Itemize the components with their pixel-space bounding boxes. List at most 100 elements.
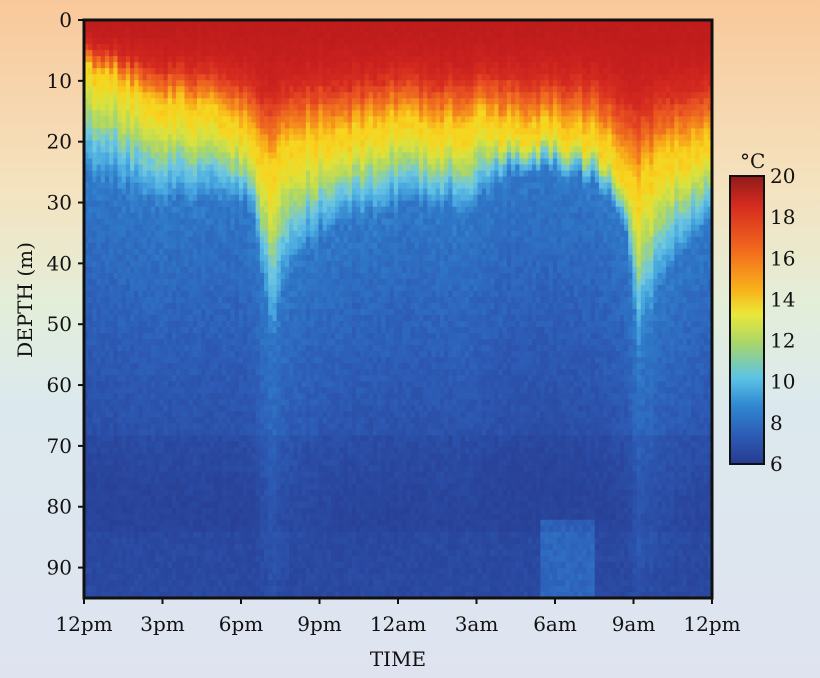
heatmap-cell bbox=[113, 525, 119, 533]
heatmap-cell bbox=[280, 537, 286, 545]
heatmap-cell bbox=[180, 110, 186, 117]
heatmap-cell bbox=[121, 80, 127, 87]
heatmap-cell bbox=[289, 411, 294, 418]
heatmap-cell bbox=[280, 441, 286, 449]
heatmap-cell bbox=[209, 290, 215, 298]
heatmap-cell bbox=[171, 471, 177, 479]
heatmap-cell bbox=[146, 513, 152, 521]
heatmap-cell bbox=[92, 104, 98, 111]
heatmap-cell bbox=[230, 327, 236, 334]
heatmap-cell bbox=[104, 152, 110, 160]
heatmap-cell bbox=[104, 417, 110, 424]
heatmap-cell bbox=[130, 176, 135, 184]
heatmap-cell bbox=[146, 50, 152, 57]
heatmap-cell bbox=[255, 158, 261, 166]
heatmap-cell bbox=[264, 333, 269, 340]
heatmap-cell bbox=[276, 116, 282, 123]
heatmap-cell bbox=[100, 134, 106, 142]
heatmap-cell bbox=[109, 543, 114, 551]
heatmap-cell bbox=[255, 321, 261, 328]
heatmap-cell bbox=[284, 260, 290, 268]
heatmap-cell bbox=[88, 296, 93, 304]
heatmap-cell bbox=[167, 164, 173, 172]
heatmap-cell bbox=[205, 519, 211, 527]
heatmap-cell bbox=[109, 375, 114, 382]
heatmap-cell bbox=[104, 321, 110, 328]
heatmap-cell bbox=[289, 447, 294, 455]
heatmap-cell bbox=[264, 20, 269, 27]
heatmap-cell bbox=[217, 194, 223, 202]
heatmap-cell bbox=[100, 423, 106, 431]
heatmap-cell bbox=[222, 116, 227, 123]
heatmap-cell bbox=[163, 531, 169, 539]
heatmap-cell bbox=[188, 86, 194, 93]
heatmap-cell bbox=[247, 345, 253, 352]
heatmap-column bbox=[268, 20, 273, 598]
heatmap-cell bbox=[268, 387, 273, 394]
heatmap-cell bbox=[100, 230, 106, 238]
heatmap-cell bbox=[125, 218, 131, 226]
heatmap-cell bbox=[150, 447, 156, 455]
heatmap-cell bbox=[264, 194, 269, 202]
heatmap-cell bbox=[234, 543, 240, 551]
heatmap-cell bbox=[142, 345, 148, 352]
heatmap-cell bbox=[222, 555, 227, 563]
heatmap-cell bbox=[251, 591, 257, 598]
heatmap-cell bbox=[217, 309, 223, 316]
heatmap-cell bbox=[188, 537, 194, 545]
heatmap-cell bbox=[84, 579, 89, 587]
heatmap-cell bbox=[104, 339, 110, 346]
heatmap-cell bbox=[104, 20, 110, 27]
heatmap-cell bbox=[280, 296, 286, 304]
heatmap-cell bbox=[155, 152, 160, 160]
heatmap-cell bbox=[167, 140, 173, 148]
heatmap-cell bbox=[255, 110, 261, 117]
heatmap-cell bbox=[230, 345, 236, 352]
heatmap-cell bbox=[146, 555, 152, 563]
heatmap-cell bbox=[92, 278, 98, 286]
heatmap-cell bbox=[205, 62, 211, 69]
heatmap-cell bbox=[226, 194, 232, 202]
heatmap-cell bbox=[92, 32, 98, 39]
heatmap-cell bbox=[243, 164, 248, 172]
heatmap-cell bbox=[109, 309, 114, 316]
heatmap-cell bbox=[142, 375, 148, 382]
heatmap-cell bbox=[238, 74, 244, 81]
heatmap-cell bbox=[146, 188, 152, 196]
heatmap-cell bbox=[171, 435, 177, 443]
heatmap-cell bbox=[150, 561, 156, 569]
heatmap-cell bbox=[197, 315, 202, 322]
heatmap-cell bbox=[226, 483, 232, 491]
heatmap-column bbox=[197, 20, 202, 598]
heatmap-cell bbox=[184, 242, 190, 250]
heatmap-cell bbox=[113, 26, 119, 33]
heatmap-cell bbox=[171, 357, 177, 364]
heatmap-cell bbox=[243, 236, 248, 244]
heatmap-cell bbox=[130, 495, 135, 503]
heatmap-cell bbox=[109, 188, 114, 196]
heatmap-cell bbox=[125, 495, 131, 503]
heatmap-cell bbox=[201, 248, 207, 256]
heatmap-cell bbox=[88, 369, 93, 376]
heatmap-cell bbox=[255, 116, 261, 123]
heatmap-cell bbox=[222, 579, 227, 587]
heatmap-cell bbox=[276, 435, 282, 443]
heatmap-cell bbox=[289, 200, 294, 208]
heatmap-cell bbox=[150, 158, 156, 166]
heatmap-cell bbox=[234, 519, 240, 527]
heatmap-cell bbox=[289, 495, 294, 503]
heatmap-cell bbox=[205, 315, 211, 322]
heatmap-cell bbox=[163, 56, 169, 63]
heatmap-cell bbox=[284, 92, 290, 99]
heatmap-cell bbox=[192, 242, 198, 250]
heatmap-cell bbox=[259, 357, 265, 364]
heatmap-cell bbox=[284, 591, 290, 598]
heatmap-cell bbox=[130, 56, 135, 63]
heatmap-cell bbox=[205, 423, 211, 431]
heatmap-cell bbox=[217, 104, 223, 111]
heatmap-cell bbox=[284, 561, 290, 569]
heatmap-cell bbox=[88, 585, 93, 593]
heatmap-cell bbox=[247, 230, 253, 238]
heatmap-cell bbox=[88, 489, 93, 497]
heatmap-cell bbox=[176, 68, 181, 75]
